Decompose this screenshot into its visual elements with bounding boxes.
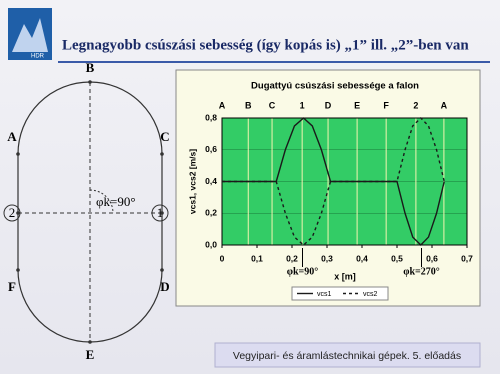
category-label: C <box>269 100 276 110</box>
point-circle <box>151 204 169 222</box>
y-tick-label: 0,2 <box>205 208 217 218</box>
diagram-point <box>160 152 164 156</box>
legend-label: vcs1 <box>317 291 332 298</box>
logo-text: HDR <box>31 54 45 60</box>
diagram-label: B <box>86 60 95 75</box>
category-label: B <box>245 100 252 110</box>
category-label: A <box>219 100 226 110</box>
x-tick-label: 0,5 <box>391 253 403 263</box>
x-tick-label: 0,6 <box>426 253 438 263</box>
x-tick-label: 0,3 <box>321 253 333 263</box>
diagram-label: 1 <box>157 205 164 220</box>
annotation: φk=90° <box>287 266 319 277</box>
legend-box <box>291 286 389 301</box>
category-label: 1 <box>300 100 305 110</box>
category-label: D <box>325 100 332 110</box>
logo-shape <box>12 18 48 52</box>
x-axis-label: x [m] <box>334 271 356 281</box>
angle-arc <box>89 189 114 214</box>
category-label: 2 <box>413 100 418 110</box>
diagram-point <box>88 340 92 344</box>
diagram-point <box>16 211 20 215</box>
diagram-point <box>16 152 20 156</box>
diagram-label: D <box>160 279 169 294</box>
x-tick-label: 0,2 <box>286 253 298 263</box>
y-tick-label: 0,4 <box>205 176 217 186</box>
category-label: F <box>383 100 389 110</box>
y-axis-label: vcs1, vcs2 [m/s] <box>187 149 197 214</box>
chart-title: Dugattyú csúszási sebessége a falon <box>251 81 419 92</box>
category-label: E <box>354 100 360 110</box>
angle-label: φk=90° <box>96 194 136 209</box>
diagram-point <box>88 80 92 84</box>
diagram-point <box>160 268 164 272</box>
category-label: A <box>441 100 448 110</box>
footer-box <box>214 342 481 368</box>
logo <box>8 8 52 60</box>
x-tick-label: 0 <box>220 253 225 263</box>
diagram-point <box>160 211 164 215</box>
diagram-point <box>16 268 20 272</box>
y-tick-label: 0,8 <box>205 112 217 122</box>
legend-label: vcs2 <box>363 291 378 298</box>
annotation: φk=270° <box>403 266 440 277</box>
y-tick-label: 0,6 <box>205 144 217 154</box>
y-tick-label: 0,0 <box>205 239 217 249</box>
series-line <box>222 117 445 246</box>
series-line <box>222 117 445 246</box>
x-tick-label: 0,1 <box>251 253 263 263</box>
diagram-label: 2 <box>9 205 16 220</box>
diagram-label: A <box>7 129 17 144</box>
diagram-label: E <box>86 347 95 362</box>
slide-title: Legnagyobb csúszási sebesség (így kopás … <box>62 37 469 53</box>
point-circle <box>3 204 21 222</box>
footer-text: Vegyipari- és áramlástechnikai gépek. 5.… <box>233 350 461 362</box>
diagram-label: F <box>8 279 16 294</box>
x-tick-label: 0,7 <box>461 253 473 263</box>
diagram-label: C <box>160 129 169 144</box>
x-tick-label: 0,4 <box>356 253 368 263</box>
